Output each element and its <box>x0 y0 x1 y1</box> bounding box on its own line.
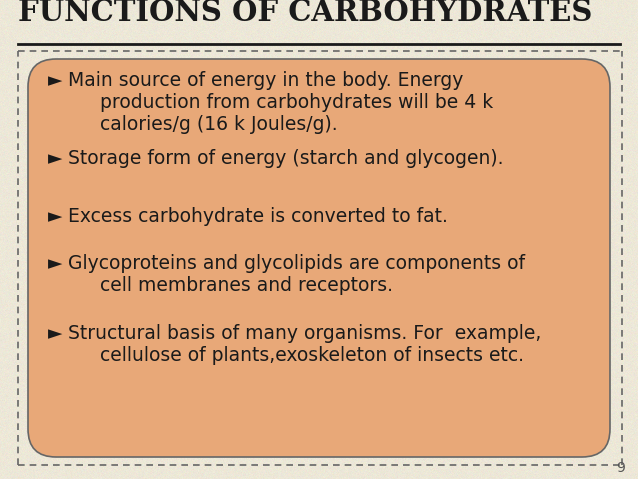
Text: ►: ► <box>48 71 63 90</box>
Text: ►: ► <box>48 324 63 343</box>
Text: Glycoproteins and glycolipids are components of: Glycoproteins and glycolipids are compon… <box>68 254 525 273</box>
Text: Storage form of energy (starch and glycogen).: Storage form of energy (starch and glyco… <box>68 149 503 168</box>
Text: cellulose of plants,exoskeleton of insects etc.: cellulose of plants,exoskeleton of insec… <box>100 346 524 365</box>
Text: Main source of energy in the body. Energy: Main source of energy in the body. Energ… <box>68 71 463 90</box>
Text: ►: ► <box>48 254 63 273</box>
Text: 9: 9 <box>616 461 625 475</box>
Text: production from carbohydrates will be 4 k: production from carbohydrates will be 4 … <box>100 93 493 112</box>
Text: cell membranes and receptors.: cell membranes and receptors. <box>100 276 393 295</box>
Text: ►: ► <box>48 149 63 168</box>
Text: calories/g (16 k Joules/g).: calories/g (16 k Joules/g). <box>100 115 338 134</box>
Text: Excess carbohydrate is converted to fat.: Excess carbohydrate is converted to fat. <box>68 207 448 226</box>
FancyBboxPatch shape <box>28 59 610 457</box>
Text: ►: ► <box>48 207 63 226</box>
Text: FUNCTIONS OF CARBOHYDRATES: FUNCTIONS OF CARBOHYDRATES <box>18 0 592 27</box>
Text: Structural basis of many organisms. For  example,: Structural basis of many organisms. For … <box>68 324 542 343</box>
